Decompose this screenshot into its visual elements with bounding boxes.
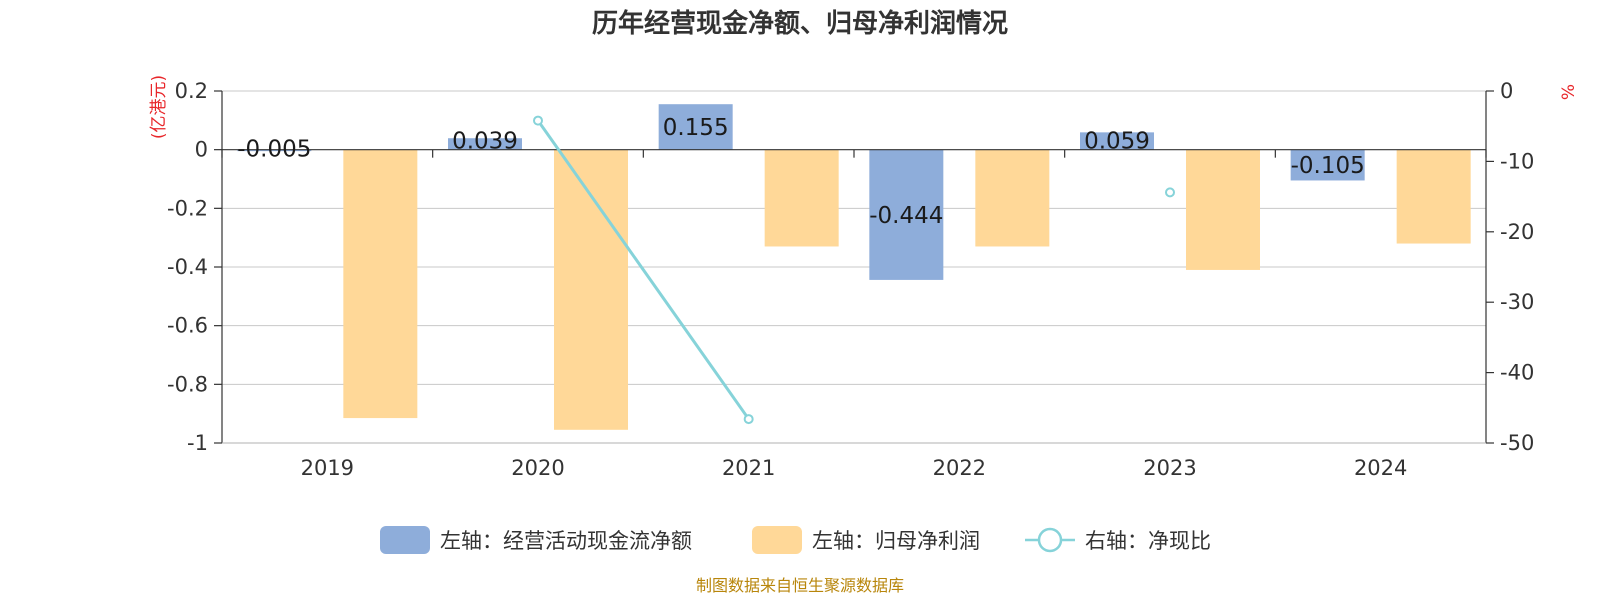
ratio-point (743, 414, 754, 425)
right-tick-label: -40 (1500, 361, 1534, 385)
left-tick-label: 0.2 (175, 79, 208, 103)
bar-profit (764, 149, 839, 247)
left-tick-label: -0.4 (167, 255, 208, 279)
legend-label-profit: 左轴：归母净利润 (812, 529, 980, 553)
data-label-cashflow: 0.039 (452, 129, 518, 155)
right-tick-label: 0 (1500, 79, 1513, 103)
legend-swatch-cashflow (380, 526, 430, 554)
bar-cashflow (658, 104, 733, 150)
category-label: 2022 (933, 456, 986, 480)
right-tick-label: -10 (1500, 149, 1534, 173)
bar-cashflow (869, 149, 944, 280)
ratio-line (533, 115, 1175, 425)
axes: 0.20-0.2-0.4-0.6-0.8-10-10-20-30-40-5020… (167, 79, 1534, 480)
legend-swatch-profit (752, 526, 802, 554)
category-label: 2023 (1143, 456, 1196, 480)
bar-profit (343, 149, 418, 419)
category-label: 2024 (1354, 456, 1407, 480)
bar-cashflow (1290, 149, 1365, 181)
legend-label-cashflow: 左轴：经营活动现金流净额 (440, 529, 692, 553)
left-tick-label: 0 (195, 138, 208, 162)
right-axis-unit: % (1559, 84, 1579, 100)
left-tick-label: -1 (187, 431, 208, 455)
chart-title: 历年经营现金净额、归母净利润情况 (592, 8, 1008, 39)
data-label-cashflow: -0.005 (237, 137, 311, 163)
legend-swatch-ratio-marker (1037, 527, 1063, 553)
data-label-cashflow: -0.444 (869, 203, 943, 229)
bar-profit (1186, 149, 1260, 270)
left-tick-label: -0.8 (167, 372, 208, 396)
bar-cashflow (448, 138, 522, 150)
legend-label-ratio: 右轴：净现比 (1085, 529, 1211, 553)
source-note: 制图数据来自恒生聚源数据库 (696, 576, 904, 595)
data-label-cashflow: 0.059 (1084, 129, 1150, 155)
category-label: 2021 (722, 456, 775, 480)
ratio-point (533, 115, 543, 126)
data-labels: -0.005 0.039 0.155 -0.444 0.059 -0.105 (237, 115, 1364, 229)
bar-profit (1396, 149, 1471, 244)
left-tick-label: -0.6 (167, 314, 208, 338)
bar-cashflow (237, 149, 312, 152)
bar-profit (975, 149, 1050, 247)
legend: 左轴：经营活动现金流净额 左轴：归母净利润 右轴：净现比 (380, 526, 1211, 554)
left-axis-unit: (亿港元) (149, 75, 169, 139)
ratio-point (1165, 187, 1175, 198)
right-tick-label: -30 (1500, 290, 1534, 314)
data-label-cashflow: 0.155 (663, 115, 729, 141)
left-tick-label: -0.2 (167, 196, 208, 220)
bar-cashflow (1080, 132, 1154, 150)
bar-profit (554, 149, 628, 430)
ratio-line-segment (536, 119, 750, 420)
right-tick-label: -20 (1500, 220, 1534, 244)
right-tick-label: -50 (1500, 431, 1534, 455)
category-label: 2019 (301, 456, 354, 480)
category-label: 2020 (511, 456, 564, 480)
bars (237, 104, 1471, 430)
data-label-cashflow: -0.105 (1291, 153, 1365, 179)
